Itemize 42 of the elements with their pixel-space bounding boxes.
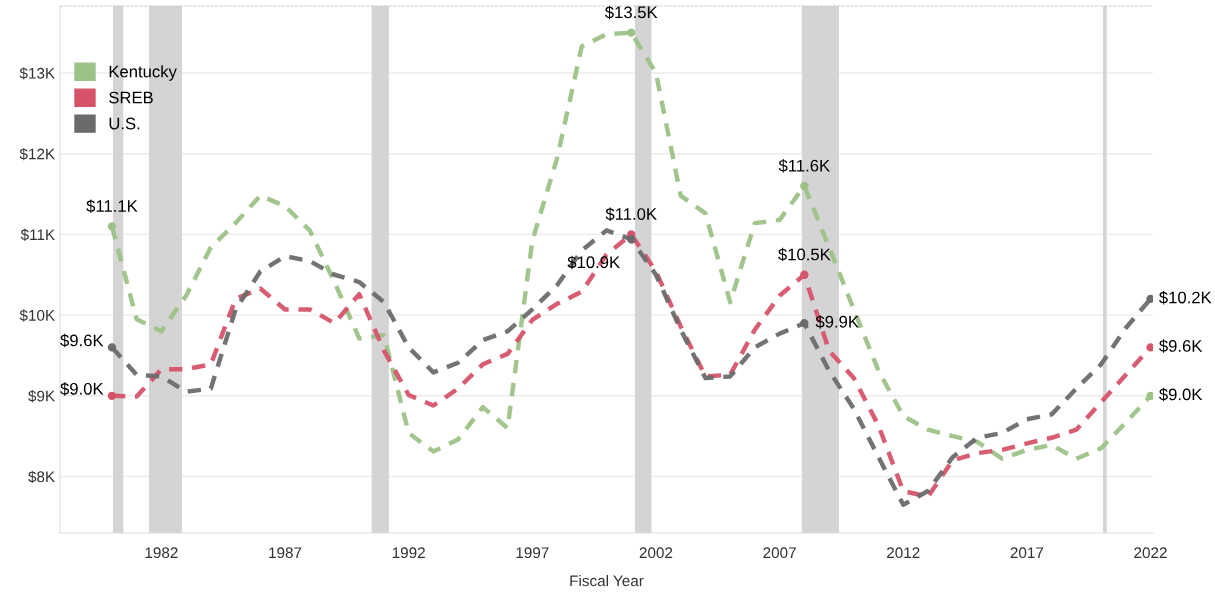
x-tick-label: 2012: [887, 547, 920, 559]
data-label: $9.0K: [1159, 387, 1203, 402]
x-tick-label: 1997: [516, 547, 549, 559]
x-tick-label: 2007: [763, 547, 796, 559]
point: [107, 343, 117, 352]
x-axis-title: Fiscal Year: [570, 575, 644, 587]
point: [800, 270, 809, 279]
data-label: $11.0K: [605, 207, 657, 221]
x-tick-label: 2002: [639, 547, 673, 559]
y-tick-label: $9K: [28, 390, 55, 403]
data-label: $10.9K: [567, 255, 620, 270]
data-label: $11.1K: [86, 199, 138, 213]
point: [1146, 294, 1153, 304]
data-label: $9.0K: [60, 382, 104, 396]
y-tick-label: $12K: [19, 147, 55, 161]
x-tick-label: 2017: [1010, 547, 1044, 559]
data-label: $9.6K: [60, 333, 104, 348]
data-label: $9.9K: [815, 315, 859, 329]
point: [800, 319, 809, 328]
point: [1146, 343, 1153, 352]
data-label: $10.5K: [778, 247, 831, 262]
x-tick-label: 2022: [1134, 547, 1167, 559]
point: [627, 235, 636, 244]
point: [800, 181, 809, 191]
x-tick-label: 1987: [269, 547, 302, 559]
legend-label: SREB: [109, 91, 153, 104]
data-label: $11.6K: [778, 159, 830, 173]
legend-label: Kentucky: [109, 65, 177, 81]
point: [627, 28, 636, 37]
y-tick-label: $10K: [19, 309, 55, 322]
x-tick-label: 1982: [145, 547, 178, 559]
data-label: $9.6K: [1159, 339, 1203, 353]
data-label: $13.5K: [605, 5, 658, 20]
legend-label: U.S.: [109, 117, 140, 130]
point: [107, 391, 117, 400]
y-tick-label: $13K: [19, 67, 55, 80]
point: [107, 222, 117, 231]
data-label: $10.2K: [1159, 290, 1212, 305]
point: [1146, 391, 1153, 400]
y-tick-label: $8K: [28, 470, 55, 484]
x-tick-label: 1992: [392, 547, 425, 559]
y-tick-label: $11K: [20, 228, 55, 241]
